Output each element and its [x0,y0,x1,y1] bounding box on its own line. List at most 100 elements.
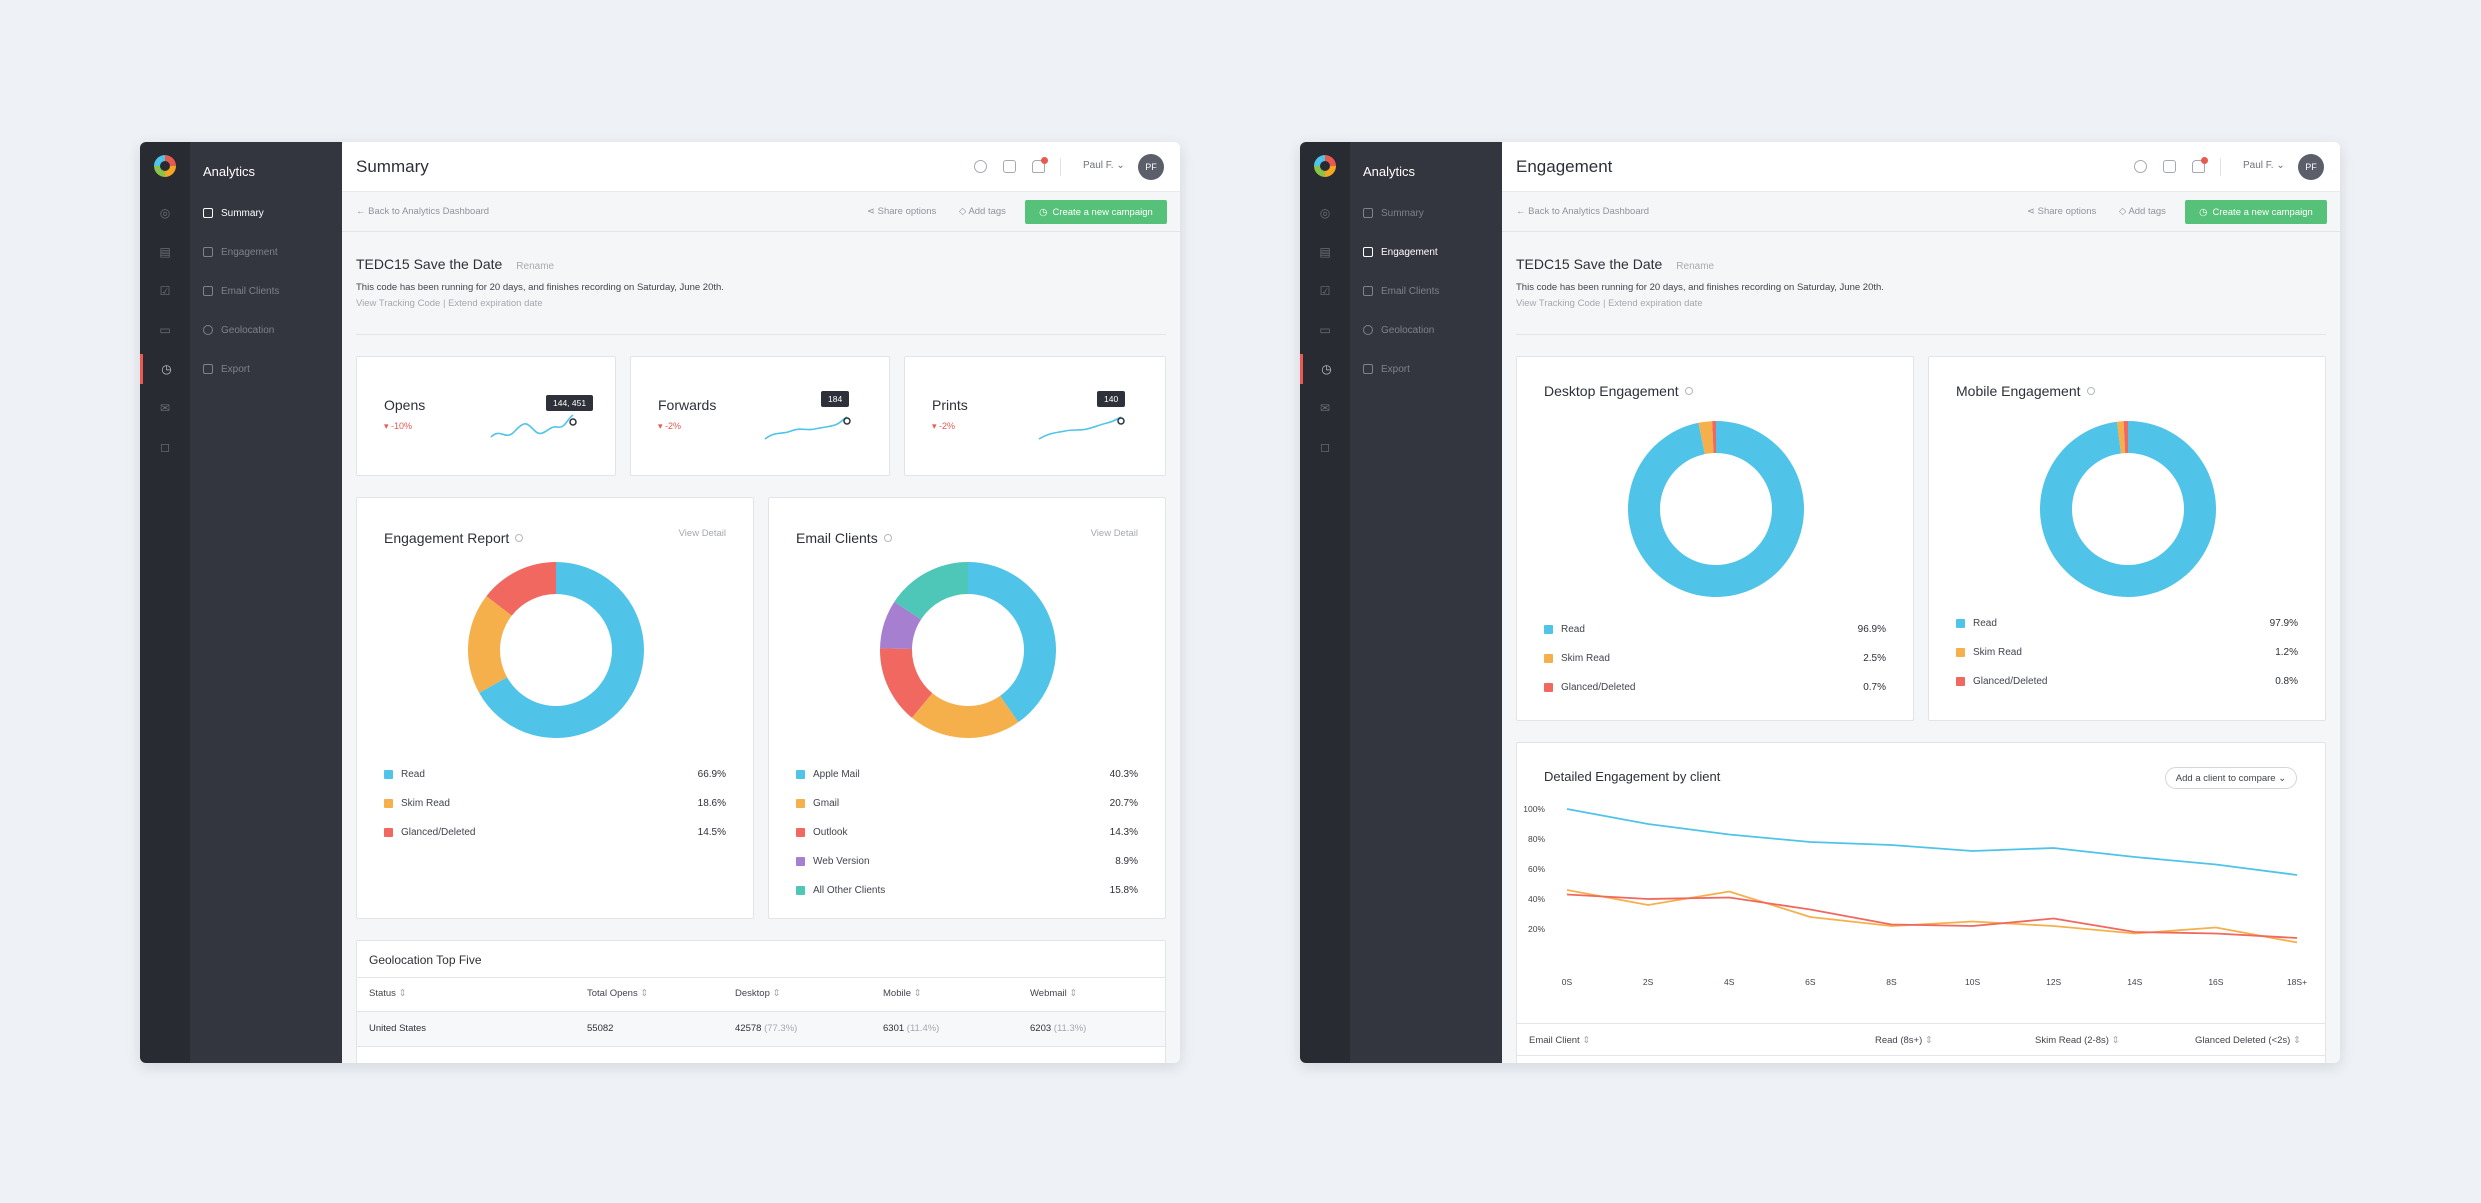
column-header-label: Status [369,988,396,999]
back-link[interactable]: ← Back to Analytics Dashboard [1516,206,1649,217]
check-icon[interactable]: ☑ [1319,284,1331,298]
info-icon[interactable] [1684,387,1693,395]
donut-slice-outlook[interactable] [880,648,933,718]
divider [1517,1055,2325,1056]
donut-slice-glanced-deleted[interactable] [2123,421,2128,454]
sidebar-item-export[interactable]: Export [1363,358,1410,380]
info-icon[interactable] [883,534,892,542]
sidebar-item-engagement[interactable]: Engagement [1363,241,1438,263]
series-line-2[interactable] [1566,893,2298,939]
donut-slice-glanced-deleted[interactable] [1712,421,1716,454]
legend-item: Glanced/Deleted 0.7% [1544,679,1886,695]
back-link-label: Back to Analytics Dashboard [368,206,490,217]
donut-slice-glanced-deleted[interactable] [486,562,556,616]
mobile-engagement-card: Mobile Engagement Read 97.9% Skim Read 1.2… [1928,356,2326,721]
rename-link[interactable]: Rename [516,261,555,272]
create-campaign-button[interactable]: ◷ Create a new campaign [2185,200,2327,224]
series-line-0[interactable] [1566,808,2298,876]
sidebar-item-summary[interactable]: Summary [1363,202,1424,224]
donut-slice-skim-read[interactable] [468,596,512,693]
legend-item: Outlook 14.3% [796,824,1138,840]
engagement-window: ◎ ▤ ☑ ▭ ◷ ✉ ◻ Analytics Summary Engageme… [1300,142,2340,1063]
card-title: Mobile Engagement [1956,383,2095,399]
donut-slice-read[interactable] [1628,421,1804,597]
monitor-icon[interactable]: ▭ [1319,323,1331,337]
avatar[interactable]: PF [2298,154,2324,180]
create-campaign-button[interactable]: ◷ Create a new campaign [1025,200,1167,224]
column-header[interactable]: Read (8s+) ⇕ [1875,1035,1933,1046]
donut-slice-gmail[interactable] [911,693,1019,738]
page-title: Summary [356,157,429,176]
clock-icon: ◷ [2199,206,2208,218]
bell-icon[interactable] [1032,157,1048,173]
layout-icon[interactable]: ▤ [159,245,171,259]
chat-icon[interactable]: ◻ [160,440,170,454]
column-header[interactable]: Status ⇕ [369,988,407,999]
column-header[interactable]: Desktop ⇕ [735,988,780,999]
donut-slice-read[interactable] [2040,421,2216,597]
user-icon[interactable] [1003,160,1016,173]
back-link[interactable]: ← Back to Analytics Dashboard [356,206,489,217]
legend-swatch [384,827,393,837]
view-detail-link[interactable]: View Detail [678,528,726,539]
add-tags-button[interactable]: ◇ Add tags [959,206,1006,217]
sidebar-item-email-clients[interactable]: Email Clients [1363,280,1439,302]
info-icon[interactable] [515,534,524,542]
sidebar-item-geolocation[interactable]: Geolocation [1363,319,1434,341]
column-header[interactable]: Glanced Deleted (<2s) ⇕ [2195,1035,2301,1046]
donut-slice-web-version[interactable] [880,601,922,649]
column-header[interactable]: Total Opens ⇕ [587,988,648,999]
view-tracking-code-link[interactable]: View Tracking Code [356,298,441,309]
table-row[interactable] [357,1011,1165,1047]
rename-link[interactable]: Rename [1676,261,1715,272]
donut-slice-apple-mail[interactable] [968,562,1056,723]
mail-icon[interactable]: ✉ [159,401,171,415]
legend-swatch [796,856,805,866]
sidebar-item-summary[interactable]: Summary [203,202,264,224]
user-icon[interactable] [2163,160,2176,173]
bell-icon[interactable] [2192,157,2208,173]
donut-slice-read[interactable] [479,562,644,738]
card-title-text: Email Clients [796,530,878,546]
analytics-clock-icon[interactable]: ◷ [1300,354,1350,384]
clock-icon: ◷ [1039,206,1048,218]
chat-icon[interactable]: ◻ [1320,440,1330,454]
donut-slice-skim-read[interactable] [2116,421,2126,454]
dashboard-icon[interactable]: ◎ [1319,206,1331,220]
sidebar-title: Analytics [203,164,256,179]
mail-icon[interactable]: ✉ [1319,401,1331,415]
add-client-compare-dropdown[interactable]: Add a client to compare ⌄ [2165,767,2297,789]
share-options-button[interactable]: ⋖ Share options [2027,206,2096,217]
share-options-button[interactable]: ⋖ Share options [867,206,936,217]
user-menu[interactable]: Paul F. ⌄ [1083,160,1125,171]
legend-label: Read [401,768,425,780]
analytics-clock-icon[interactable]: ◷ [140,354,190,384]
donut-slice-skim-read[interactable] [1698,421,1714,455]
layout-icon[interactable]: ▤ [1319,245,1331,259]
extend-expiration-link[interactable]: Extend expiration date [1608,298,1703,309]
dashboard-icon[interactable]: ◎ [159,206,171,220]
user-menu[interactable]: Paul F. ⌄ [2243,160,2285,171]
column-header[interactable]: Email Client ⇕ [1529,1035,1590,1046]
avatar[interactable]: PF [1138,154,1164,180]
check-icon[interactable]: ☑ [159,284,171,298]
extend-expiration-link[interactable]: Extend expiration date [448,298,543,309]
view-detail-link[interactable]: View Detail [1090,528,1138,539]
help-icon[interactable] [2134,160,2147,173]
monitor-icon[interactable]: ▭ [159,323,171,337]
sidebar-item-export[interactable]: Export [203,358,250,380]
legend-value: 0.8% [2275,675,2298,687]
sidebar-item-engagement[interactable]: Engagement [203,241,278,263]
donut-slice-all-other-clients[interactable] [894,562,968,620]
column-header[interactable]: Skim Read (2-8s) ⇕ [2035,1035,2120,1046]
sidebar-item-geolocation[interactable]: Geolocation [203,319,274,341]
column-header[interactable]: Webmail ⇕ [1030,988,1077,999]
info-icon[interactable] [2086,387,2095,395]
help-icon[interactable] [974,160,987,173]
add-tags-button[interactable]: ◇ Add tags [2119,206,2166,217]
column-header[interactable]: Mobile ⇕ [883,988,922,999]
page-title: Engagement [1516,157,1613,176]
view-tracking-code-link[interactable]: View Tracking Code [1516,298,1601,309]
legend-swatch [1544,624,1553,634]
sidebar-item-email-clients[interactable]: Email Clients [203,280,279,302]
